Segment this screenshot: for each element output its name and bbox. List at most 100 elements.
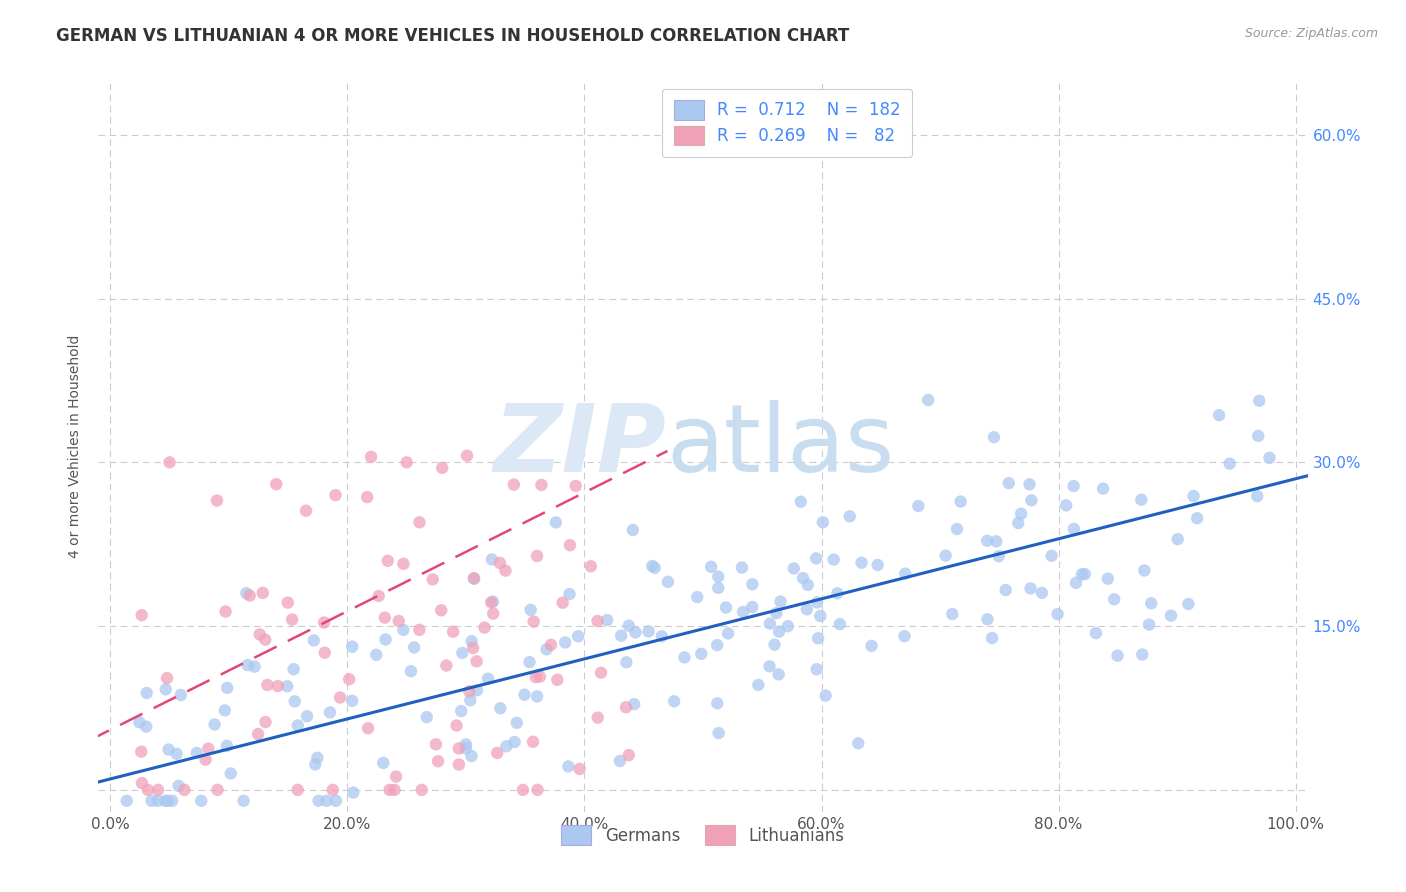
Point bbox=[651, 629, 673, 643]
Point bbox=[159, 455, 181, 469]
Point bbox=[617, 618, 640, 632]
Point bbox=[946, 522, 969, 536]
Point bbox=[769, 594, 792, 608]
Point bbox=[827, 586, 849, 600]
Point bbox=[783, 561, 806, 575]
Point bbox=[392, 623, 415, 637]
Point bbox=[486, 746, 509, 760]
Point bbox=[425, 737, 447, 751]
Point bbox=[567, 629, 589, 643]
Point bbox=[519, 655, 541, 669]
Point bbox=[319, 706, 342, 720]
Point bbox=[1208, 408, 1230, 422]
Point bbox=[714, 600, 737, 615]
Point bbox=[506, 715, 529, 730]
Point bbox=[295, 709, 318, 723]
Point bbox=[308, 794, 330, 808]
Point bbox=[384, 783, 406, 797]
Point bbox=[374, 632, 396, 647]
Point bbox=[644, 561, 666, 575]
Point bbox=[325, 488, 347, 502]
Point bbox=[267, 679, 290, 693]
Point bbox=[314, 646, 336, 660]
Point bbox=[851, 556, 873, 570]
Point bbox=[1046, 607, 1069, 622]
Point bbox=[170, 688, 193, 702]
Point bbox=[1063, 522, 1085, 536]
Point bbox=[1092, 482, 1115, 496]
Point bbox=[392, 557, 415, 571]
Point bbox=[136, 783, 159, 797]
Point bbox=[700, 559, 723, 574]
Point bbox=[706, 696, 728, 710]
Point bbox=[765, 606, 787, 620]
Point bbox=[513, 688, 536, 702]
Point bbox=[287, 718, 309, 732]
Point bbox=[524, 670, 547, 684]
Point bbox=[614, 655, 637, 669]
Point bbox=[894, 566, 917, 581]
Point bbox=[388, 614, 411, 628]
Point bbox=[741, 599, 763, 614]
Point bbox=[621, 523, 644, 537]
Point bbox=[641, 559, 664, 574]
Point bbox=[247, 727, 270, 741]
Point bbox=[768, 667, 790, 681]
Point bbox=[281, 613, 304, 627]
Point bbox=[536, 642, 558, 657]
Point bbox=[806, 662, 828, 676]
Point bbox=[219, 766, 242, 780]
Point bbox=[283, 662, 305, 676]
Point bbox=[568, 762, 591, 776]
Point bbox=[157, 742, 180, 756]
Text: GERMAN VS LITHUANIAN 4 OR MORE VEHICLES IN HOUSEHOLD CORRELATION CHART: GERMAN VS LITHUANIAN 4 OR MORE VEHICLES … bbox=[56, 27, 849, 45]
Point bbox=[586, 614, 609, 628]
Point bbox=[489, 701, 512, 715]
Point bbox=[373, 756, 395, 770]
Point bbox=[673, 650, 696, 665]
Point bbox=[1084, 626, 1107, 640]
Point bbox=[450, 704, 472, 718]
Point bbox=[564, 479, 586, 493]
Point bbox=[768, 624, 790, 639]
Point bbox=[277, 596, 299, 610]
Point bbox=[141, 794, 163, 808]
Point bbox=[447, 757, 470, 772]
Point bbox=[733, 605, 755, 619]
Point bbox=[460, 634, 482, 648]
Point bbox=[385, 770, 408, 784]
Point bbox=[519, 603, 541, 617]
Point bbox=[1031, 586, 1053, 600]
Point bbox=[544, 516, 567, 530]
Point bbox=[610, 629, 633, 643]
Point bbox=[808, 609, 831, 624]
Legend: Germans, Lithuanians: Germans, Lithuanians bbox=[551, 815, 855, 855]
Point bbox=[115, 794, 138, 808]
Point bbox=[1133, 564, 1156, 578]
Text: atlas: atlas bbox=[666, 400, 896, 492]
Point bbox=[214, 703, 236, 717]
Point bbox=[758, 659, 780, 673]
Point bbox=[523, 615, 546, 629]
Point bbox=[146, 783, 169, 797]
Point bbox=[367, 589, 389, 603]
Point bbox=[987, 549, 1010, 564]
Point bbox=[408, 516, 430, 530]
Point bbox=[637, 624, 659, 639]
Point bbox=[907, 499, 929, 513]
Point bbox=[427, 754, 450, 768]
Point bbox=[707, 569, 730, 583]
Point bbox=[451, 646, 474, 660]
Point bbox=[1018, 477, 1040, 491]
Point bbox=[706, 638, 728, 652]
Point bbox=[941, 607, 963, 621]
Point bbox=[481, 552, 503, 566]
Point bbox=[526, 549, 548, 563]
Point bbox=[465, 654, 488, 668]
Point bbox=[461, 640, 484, 655]
Point bbox=[796, 602, 818, 616]
Point bbox=[215, 739, 238, 753]
Point bbox=[232, 794, 254, 808]
Point bbox=[551, 596, 574, 610]
Point bbox=[205, 493, 228, 508]
